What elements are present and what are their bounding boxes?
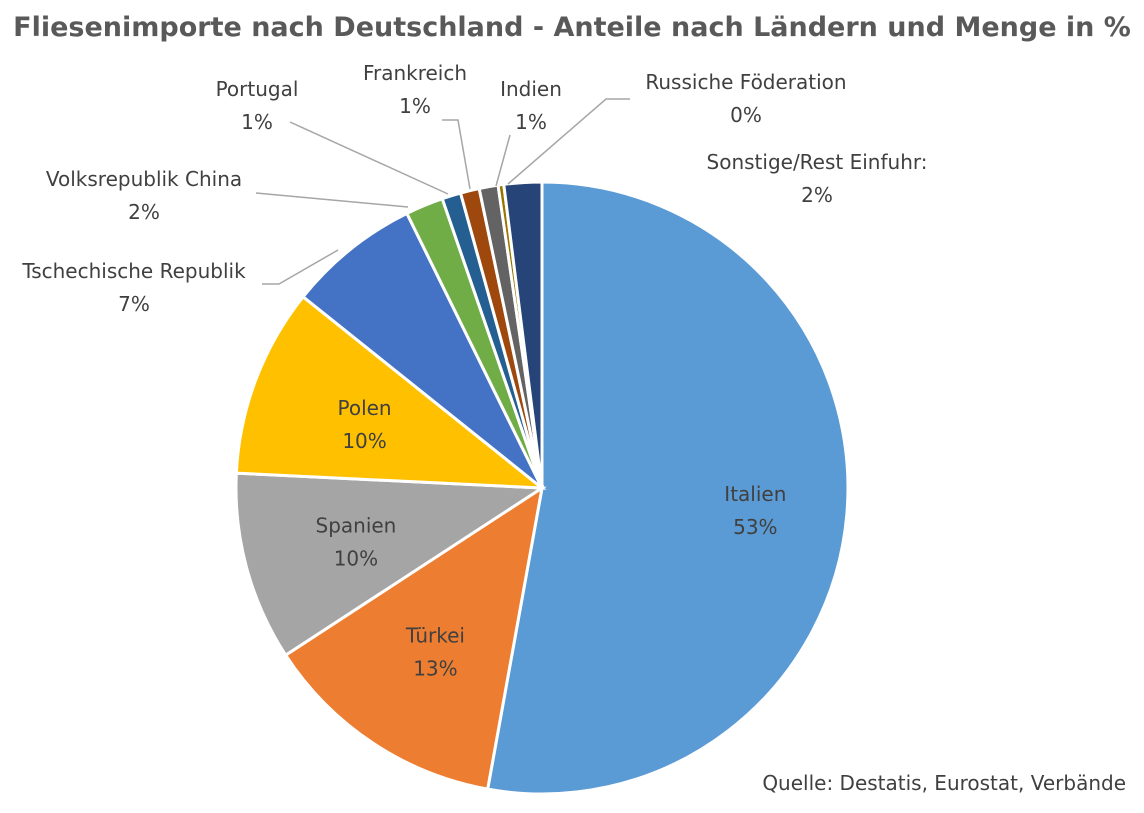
slice-label: Indien 1% xyxy=(500,77,562,134)
slice-label-name: Russiche Föderation xyxy=(645,70,846,94)
leader-line xyxy=(255,192,409,208)
slice-label-value: 1% xyxy=(241,110,273,134)
pie-slice xyxy=(300,211,544,490)
leader-line xyxy=(442,119,471,190)
slice-label-value: 7% xyxy=(118,292,150,316)
pie-slice xyxy=(485,180,850,796)
slice-label-name: Sonstige/Rest Einfuhr: xyxy=(707,150,928,174)
leader-line xyxy=(262,249,339,285)
leader-line xyxy=(495,134,511,187)
slice-label-name: Italien xyxy=(724,482,786,506)
leader-lines xyxy=(255,98,630,285)
slice-labels: Italien 53% Türkei 13% Spanien 10% Polen 10% Tsc… xyxy=(21,61,927,681)
slice-label: Sonstige/Rest Einfuhr: 2% xyxy=(707,150,928,207)
pie-slices xyxy=(234,180,850,796)
slice-label-name: Spanien xyxy=(316,513,397,537)
source-note: Quelle: Destatis, Eurostat, Verbände xyxy=(762,771,1126,795)
leader-line xyxy=(507,98,630,185)
slice-label-value: 2% xyxy=(128,200,160,224)
slice-label-name: Volksrepublik China xyxy=(46,167,242,191)
slice-label-name: Indien xyxy=(500,77,562,101)
slice-label: Türkei 13% xyxy=(405,624,465,681)
slice-label-name: Tschechische Republik xyxy=(21,259,246,283)
slice-label: Russiche Föderation 0% xyxy=(645,70,846,127)
slice-label-name: Türkei xyxy=(405,624,465,648)
chart-title: Fliesenimporte nach Deutschland - Anteil… xyxy=(13,12,1131,43)
slice-label-value: 13% xyxy=(413,657,457,681)
slice-label-name: Frankreich xyxy=(363,61,467,85)
slice-label-value: 2% xyxy=(801,183,833,207)
slice-label-name: Polen xyxy=(337,396,391,420)
pie-slice xyxy=(234,471,547,658)
pie-slice xyxy=(283,484,545,791)
slice-label-value: 1% xyxy=(515,110,547,134)
leader-line xyxy=(289,121,449,195)
slice-label: Portugal 1% xyxy=(216,77,299,134)
slice-label: Polen 10% xyxy=(337,396,391,453)
slice-label: Frankreich 1% xyxy=(363,61,467,118)
slice-label-value: 0% xyxy=(730,103,762,127)
slice-label: Volksrepublik China 2% xyxy=(46,167,242,224)
pie-slice xyxy=(502,180,544,489)
pie-slice xyxy=(234,294,547,490)
slice-label-value: 10% xyxy=(342,429,386,453)
slice-label: Italien 53% xyxy=(724,482,786,539)
slice-label: Tschechische Republik 7% xyxy=(21,259,246,316)
slice-label-value: 1% xyxy=(399,94,431,118)
slice-label-name: Portugal xyxy=(216,77,299,101)
slice-label: Spanien 10% xyxy=(316,513,397,570)
slice-label-value: 10% xyxy=(334,546,378,570)
slice-label-value: 53% xyxy=(733,515,777,539)
